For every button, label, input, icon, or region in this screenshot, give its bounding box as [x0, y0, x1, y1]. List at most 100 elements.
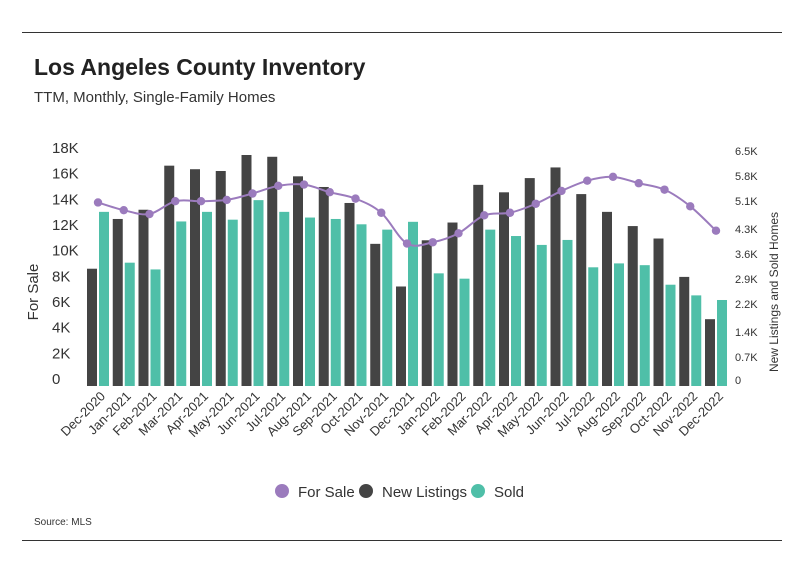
for-sale-point — [119, 205, 128, 215]
left-tick-label: 12K — [52, 217, 79, 234]
legend-label: For Sale — [298, 484, 355, 501]
new-listings-bar — [473, 184, 484, 386]
new-listings-bar — [576, 194, 587, 386]
new-listings-bar — [318, 186, 329, 386]
left-tick-label: 8K — [52, 268, 70, 285]
for-sale-point — [402, 239, 412, 248]
new-listings-bar — [550, 167, 561, 386]
sold-bar — [356, 224, 367, 386]
sold-bar — [459, 278, 470, 386]
sold-bar — [305, 217, 315, 386]
sold-bar — [614, 263, 624, 386]
sold-bar — [330, 218, 341, 386]
new-listings-bar — [653, 238, 664, 386]
right-tick-label: 1.4K — [735, 327, 758, 339]
new-listings-bar — [421, 240, 432, 386]
new-listings-bar — [396, 286, 406, 386]
sold-bar — [691, 295, 702, 386]
new-listings-bar — [705, 319, 715, 386]
new-listings-bar — [344, 202, 355, 386]
for-sale-point — [711, 226, 721, 235]
legend-marker — [275, 484, 289, 498]
for-sale-point — [480, 211, 489, 220]
left-axis-label: For Sale — [25, 264, 42, 321]
sold-bar — [562, 239, 573, 386]
for-sale-point — [531, 199, 540, 208]
for-sale-point — [274, 181, 283, 190]
right-axis-ticks: 0 0.7K 1.4K 2.2K 2.9K 3.6K 4.3K 5.1K 5.8K 6.5K — [735, 146, 758, 387]
sold-bar — [227, 219, 238, 386]
for-sale-point — [351, 194, 360, 203]
for-sale-point — [248, 189, 257, 198]
for-sale-point — [557, 186, 566, 196]
sold-bar — [639, 265, 650, 386]
sold-bar — [588, 267, 599, 386]
left-tick-label: 0 — [52, 371, 60, 388]
for-sale-point — [171, 197, 180, 206]
for-sale-point — [93, 198, 103, 207]
new-listings-bar — [190, 169, 200, 386]
sold-bar — [536, 244, 547, 386]
legend-label: New Listings — [382, 484, 467, 501]
right-tick-label: 4.3K — [735, 224, 758, 236]
for-sale-point — [454, 229, 463, 238]
right-axis-label: New Listings and Sold Homes — [767, 212, 781, 372]
left-tick-label: 6K — [52, 294, 70, 311]
sold-bar — [150, 269, 161, 386]
right-tick-label: 0 — [735, 375, 741, 387]
right-tick-label: 6.5K — [735, 146, 758, 158]
right-tick-label: 5.8K — [735, 171, 758, 183]
new-listings-bar — [87, 268, 97, 386]
left-tick-label: 4K — [52, 320, 70, 337]
new-listings-bar — [627, 226, 638, 386]
left-tick-label: 10K — [52, 243, 79, 260]
sold-bar — [202, 211, 212, 386]
right-tick-label: 2.9K — [735, 274, 758, 286]
sold-bar — [279, 211, 290, 386]
legend-marker — [471, 484, 485, 498]
sold-bar — [408, 221, 418, 386]
new-listings-bar — [679, 276, 690, 386]
sold-bar — [124, 262, 135, 386]
chart-title: Los Angeles County Inventory — [34, 54, 366, 80]
new-listings-bar — [293, 176, 303, 386]
for-sale-point — [505, 208, 515, 217]
new-listings-bar — [447, 222, 458, 386]
new-listings-bar — [112, 218, 123, 386]
for-sale-point — [377, 208, 386, 217]
new-listings-bar — [138, 209, 149, 386]
for-sale-line-group — [93, 172, 721, 248]
left-tick-label: 14K — [52, 191, 79, 208]
sold-bar — [176, 221, 187, 386]
for-sale-point — [428, 238, 437, 247]
for-sale-point — [196, 197, 206, 206]
left-tick-label: 2K — [52, 345, 70, 362]
source-note: Source: MLS — [34, 517, 92, 528]
sold-bar — [717, 299, 727, 386]
sold-bar — [485, 229, 496, 386]
sold-bar — [253, 200, 264, 386]
new-listings-bar — [602, 211, 612, 386]
sold-bar — [382, 229, 393, 386]
sold-bar — [665, 284, 676, 386]
left-tick-label: 18K — [52, 140, 79, 157]
sold-bar — [511, 236, 521, 386]
bottom-rule — [22, 540, 782, 541]
for-sale-point — [222, 195, 231, 205]
legend: For Sale New Listings Sold — [275, 484, 524, 501]
right-tick-label: 5.1K — [735, 196, 758, 208]
legend-label: Sold — [494, 484, 524, 501]
for-sale-point — [686, 202, 695, 211]
for-sale-point — [583, 176, 592, 185]
for-sale-point — [325, 188, 334, 197]
new-listings-bar — [499, 192, 509, 386]
new-listings-bar — [164, 165, 175, 386]
for-sale-point — [145, 209, 154, 219]
right-tick-label: 3.6K — [735, 249, 758, 261]
left-axis-ticks: 0 2K 4K 6K 8K 10K 12K 14K 16K 18K — [52, 140, 79, 388]
new-listings-bar — [370, 243, 381, 386]
for-sale-point — [660, 185, 669, 194]
bar-group — [87, 155, 727, 386]
for-sale-point — [634, 179, 643, 188]
